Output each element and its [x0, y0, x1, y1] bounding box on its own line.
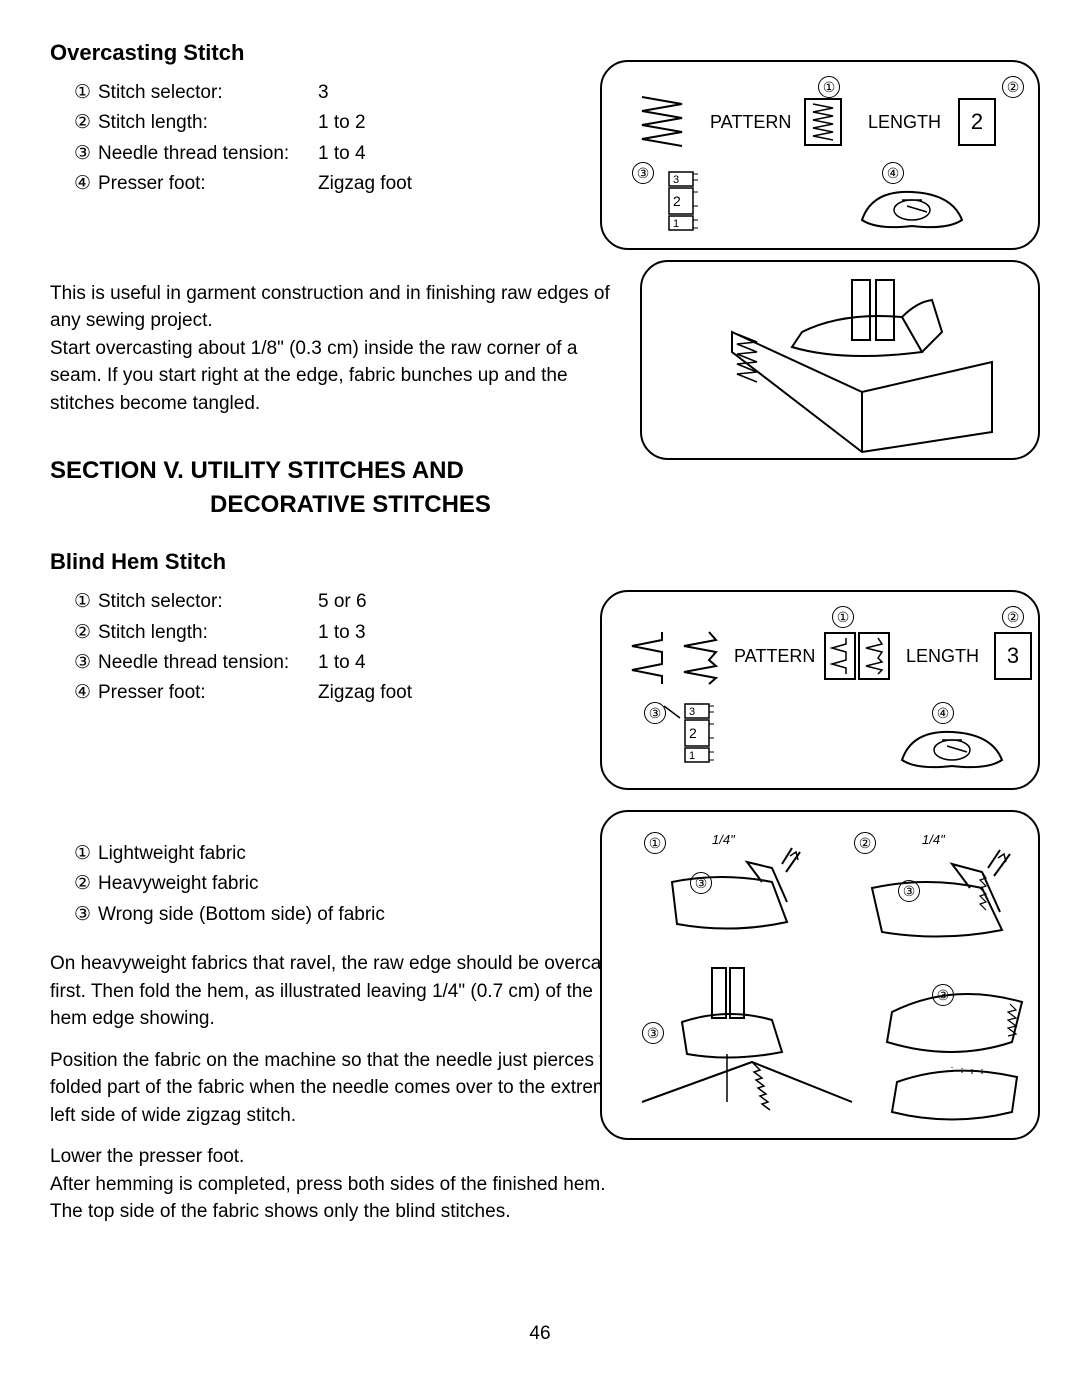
section-subtitle: DECORATIVE STITCHES: [210, 491, 1030, 519]
legend-label: Lightweight fabric: [98, 839, 246, 869]
legend-label: Heavyweight fabric: [98, 869, 259, 899]
legend-num: ①: [74, 839, 98, 869]
setting-label: Needle thread tension:: [98, 139, 318, 169]
pattern-label: PATTERN: [734, 646, 815, 667]
setting-label: Stitch length:: [98, 618, 318, 648]
pattern-glyph-a-icon: [828, 636, 852, 676]
stitch-sample-a-icon: [622, 630, 672, 685]
presser-foot-icon: [892, 720, 1012, 780]
length-box: 2: [958, 98, 996, 146]
length-label: LENGTH: [906, 646, 979, 667]
marker-2: ②: [1002, 606, 1024, 628]
svg-text:1: 1: [689, 750, 695, 762]
svg-text:2: 2: [673, 193, 681, 209]
svg-text:2: 2: [689, 725, 697, 741]
setting-num: ①: [74, 587, 98, 617]
setting-num: ③: [74, 139, 98, 169]
setting-num: ②: [74, 618, 98, 648]
presser-foot-icon: [852, 180, 972, 240]
tension-dial-icon: 3 2 1: [680, 702, 720, 772]
marker-1: ①: [832, 606, 854, 628]
svg-text:3: 3: [673, 174, 679, 186]
setting-num: ①: [74, 78, 98, 108]
svg-text:3: 3: [689, 706, 695, 718]
fold-heavyweight-icon: [852, 842, 1022, 952]
setting-value: Zigzag foot: [318, 678, 412, 708]
blindhem-settings-panel: ① ② PATTERN LENGTH 3 ③ 3 2 1 ④: [600, 590, 1040, 790]
setting-label: Presser foot:: [98, 678, 318, 708]
page-number: 46: [529, 1323, 550, 1345]
legend-num: ③: [74, 900, 98, 930]
setting-value: 3: [318, 78, 329, 108]
setting-label: Presser foot:: [98, 169, 318, 199]
setting-num: ④: [74, 678, 98, 708]
blindhem-title: Blind Hem Stitch: [50, 549, 1030, 575]
blindhem-fabric-panel: ① 1/4" ② 1/4" ③ ③ ③ ③: [600, 810, 1040, 1140]
pattern-glyph-b-icon: [862, 636, 886, 676]
tension-dial-icon: 3 2 1: [664, 170, 704, 240]
marker-1: ①: [818, 76, 840, 98]
setting-value: 1 to 3: [318, 618, 366, 648]
marker-2: ②: [1002, 76, 1024, 98]
setting-num: ④: [74, 169, 98, 199]
setting-value: 1 to 4: [318, 139, 366, 169]
overcasting-paragraph: This is useful in garment construction a…: [50, 280, 630, 418]
legend-label: Wrong side (Bottom side) of fabric: [98, 900, 385, 930]
pattern-box-a: [824, 632, 856, 680]
overcasting-demo-panel: [640, 260, 1040, 460]
blindhem-p1: On heavyweight fabrics that ravel, the r…: [50, 950, 630, 1033]
fold-lightweight-icon: [652, 842, 802, 942]
stitch-sample-b-icon: [674, 630, 724, 685]
setting-label: Stitch length:: [98, 108, 318, 138]
setting-value: Zigzag foot: [318, 169, 412, 199]
finished-hem-icon: [882, 972, 1032, 1132]
blindhem-p3: Lower the presser foot. After hemming is…: [50, 1143, 630, 1226]
blindhem-p2: Position the fabric on the machine so th…: [50, 1047, 630, 1130]
svg-text:1: 1: [673, 218, 679, 230]
length-box: 3: [994, 632, 1032, 680]
setting-num: ③: [74, 648, 98, 678]
setting-value: 1 to 4: [318, 648, 366, 678]
setting-label: Stitch selector:: [98, 587, 318, 617]
stitch-sample-icon: [632, 92, 692, 152]
pattern-label: PATTERN: [710, 112, 791, 133]
leader-line-icon: [662, 704, 682, 724]
legend-num: ②: [74, 869, 98, 899]
pattern-glyph-icon: [808, 102, 838, 142]
setting-value: 5 or 6: [318, 587, 367, 617]
overcasting-settings-panel: ① ② PATTERN LENGTH 2 ③ 3 2 1 ④: [600, 60, 1040, 250]
length-label: LENGTH: [868, 112, 941, 133]
marker-3: ③: [632, 162, 654, 184]
setting-value: 1 to 2: [318, 108, 366, 138]
pattern-box-b: [858, 632, 890, 680]
setting-label: Needle thread tension:: [98, 648, 318, 678]
overcasting-demo-icon: [642, 262, 1042, 462]
pattern-box: [804, 98, 842, 146]
blindhem-sewing-icon: [632, 962, 862, 1132]
setting-num: ②: [74, 108, 98, 138]
setting-label: Stitch selector:: [98, 78, 318, 108]
